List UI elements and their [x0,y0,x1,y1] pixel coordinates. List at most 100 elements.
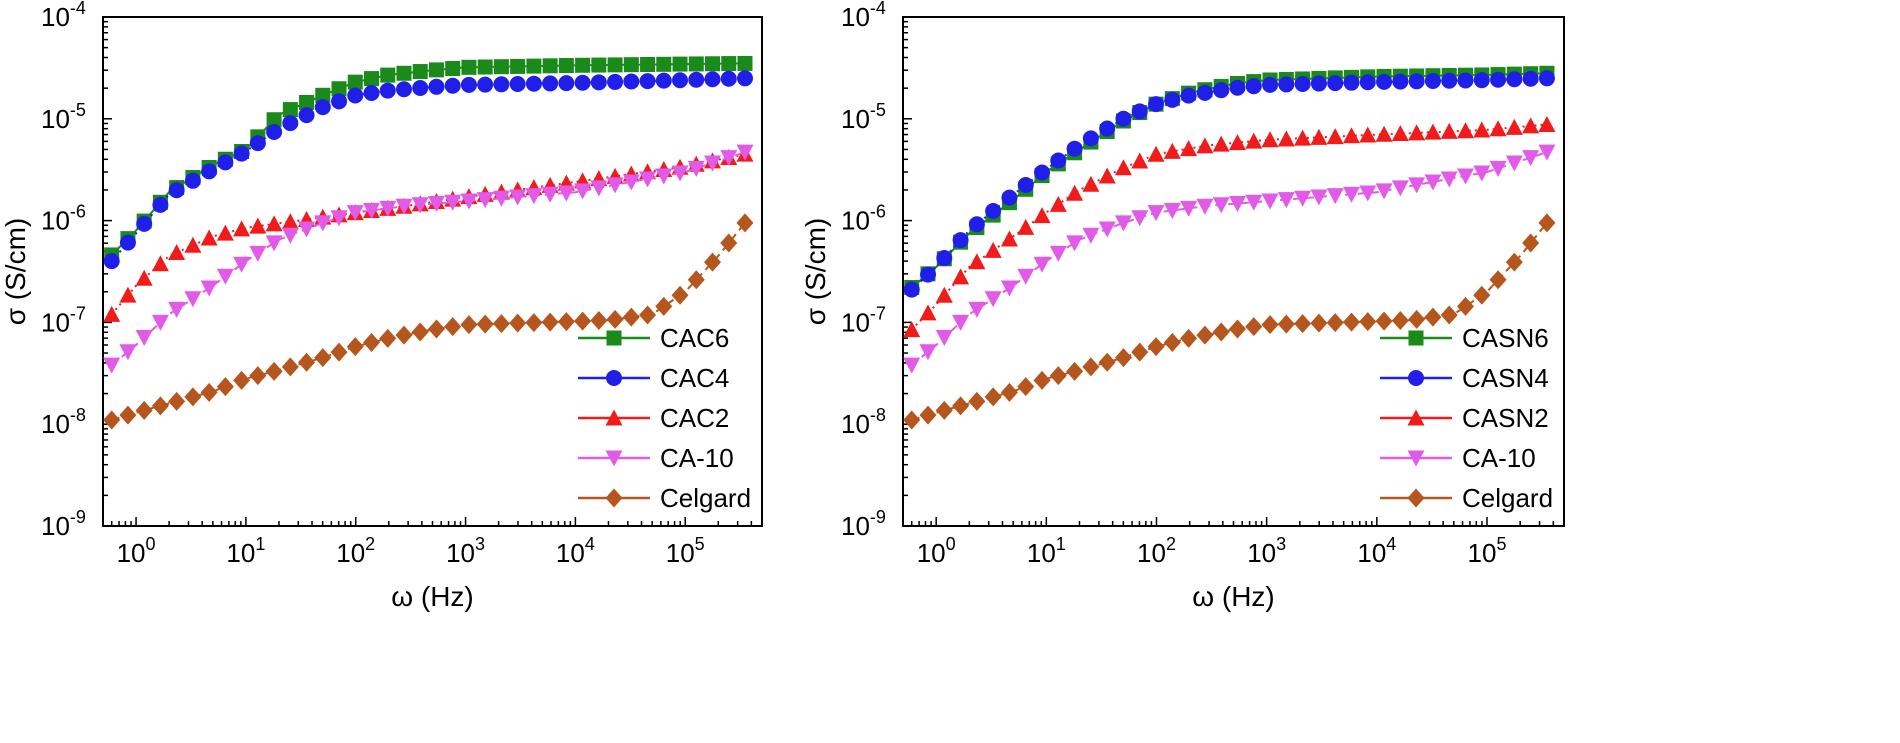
chart-panel-left: 100 101 102 103 104 105 10-9 10-8 10-7 10-6 10-5 10… [0,0,763,612]
y-tick-label: 10-7 [41,303,86,337]
data-point [249,217,267,234]
data-point [623,73,640,90]
data-point [1489,120,1507,137]
data-point [151,255,169,272]
data-point [347,74,363,90]
data-point [1180,200,1198,217]
data-point [119,234,136,251]
data-point [1049,195,1067,212]
data-point [1163,333,1181,353]
data-point [1294,314,1312,334]
data-point [1522,150,1540,167]
data-point [1522,233,1540,253]
data-point [1375,183,1393,200]
x-axis-label: ω (Hz) [1192,581,1275,612]
data-point [1131,342,1149,362]
x-tick-label: 105 [1468,534,1507,568]
x-tick-label: 104 [1357,534,1396,568]
data-point [952,396,970,416]
data-point [1114,348,1132,368]
x-tick-label: 103 [446,534,485,568]
data-point [200,280,218,297]
data-point [575,57,591,73]
data-point [968,301,986,318]
data-point [1505,252,1523,272]
data-point [1391,125,1409,142]
data-point [298,221,316,238]
data-point [525,313,543,333]
data-point [1408,124,1426,141]
data-point [1082,175,1100,192]
data-point [704,252,722,272]
data-point [444,194,462,211]
data-point [233,145,250,162]
y-tick-label: 10-4 [841,0,886,32]
data-point [460,193,478,210]
data-point [379,82,396,99]
data-point [1277,192,1295,209]
x-tick-label: 105 [666,534,705,568]
data-point [168,391,186,411]
data-point [1001,189,1018,206]
data-point [1163,202,1181,219]
x-tick-label: 102 [336,534,375,568]
data-point [1033,370,1051,390]
data-point [936,250,953,267]
legend-label: Celgard [660,483,751,513]
data-point [720,150,738,167]
data-point [903,321,921,338]
data-point [1505,155,1523,172]
data-point [1114,215,1132,232]
series-CASN4 [903,70,1555,298]
data-point [952,232,969,249]
data-point [1066,184,1084,201]
data-point [704,71,721,88]
series-CA-10 [903,144,1556,374]
data-point [395,198,413,215]
data-point [1245,317,1263,337]
data-point [1212,197,1230,214]
data-point [1147,205,1165,222]
data-point [687,160,705,177]
data-point [363,202,381,219]
data-point [1147,337,1165,357]
data-point [1148,96,1165,113]
data-point [1245,78,1262,95]
data-point [1245,132,1263,149]
legend-marker [605,450,623,467]
data-point [1033,207,1051,224]
data-point [1522,117,1540,134]
legend: CASN6 CASN4 CASN2 CA-10 Celgard [1380,323,1553,513]
x-tick-label: 103 [1247,534,1286,568]
data-point [1456,122,1474,139]
data-point [606,309,624,329]
data-point [705,56,721,72]
series-CA-10 [103,144,754,374]
data-point [380,67,396,83]
data-point [1457,72,1474,89]
data-point [1424,123,1442,140]
data-point [1099,120,1116,137]
data-point [574,183,592,200]
data-point [1163,142,1181,159]
data-point [590,74,607,91]
data-point [1196,198,1214,215]
data-point [1342,186,1360,203]
series-CAC6 [104,55,753,263]
data-point [1082,227,1100,244]
data-point [152,196,169,213]
data-point [103,305,121,322]
data-point [541,312,559,332]
data-point [428,78,445,95]
series-line [111,151,746,366]
legend-label: CAC6 [660,323,729,353]
data-point [574,311,592,331]
data-point [1180,87,1197,104]
data-point [1066,140,1083,157]
data-point [720,70,737,87]
data-point [331,81,347,97]
data-point [1228,196,1246,213]
data-point [492,314,510,334]
legend-marker [605,488,623,508]
